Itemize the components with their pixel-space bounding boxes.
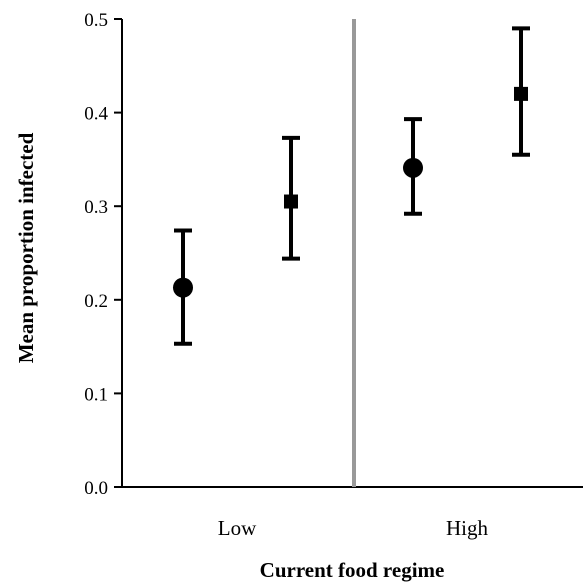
y-tick-label: 0.5 <box>84 10 108 31</box>
data-point-circle <box>173 277 193 298</box>
x-axis-title: Current food regime <box>260 558 445 582</box>
data-point-square <box>514 86 528 101</box>
y-tick-label: 0.0 <box>84 478 108 499</box>
y-tick-label: 0.4 <box>84 104 108 125</box>
x-axis: Low High <box>122 486 583 540</box>
y-axis: 0.0 0.1 0.2 0.3 0.4 0.5 <box>84 10 123 499</box>
y-axis-title: Mean proportion infected <box>14 132 38 363</box>
data-marks <box>173 26 530 346</box>
x-category-label: High <box>446 516 489 540</box>
y-tick-label: 0.1 <box>84 384 108 405</box>
data-point-circle <box>403 157 423 178</box>
y-tick-label: 0.3 <box>84 197 108 218</box>
x-category-label: Low <box>218 516 257 540</box>
data-point-square <box>284 194 298 209</box>
y-tick-label: 0.2 <box>84 291 108 312</box>
